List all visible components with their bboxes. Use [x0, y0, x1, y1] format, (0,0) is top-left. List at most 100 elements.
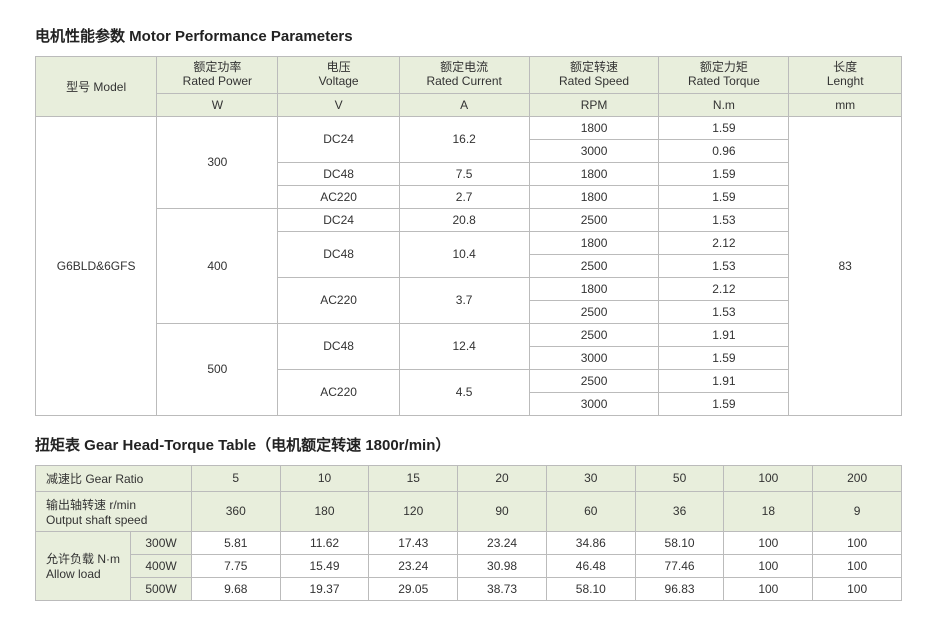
cell: 1.59 [659, 346, 789, 369]
cell: AC220 [278, 369, 399, 415]
model-cell: G6BLD&6GFS [36, 116, 157, 415]
allow-label: 允许负载 N·m Allow load [36, 531, 131, 600]
cell: 15.49 [280, 554, 369, 577]
hdr-torque-en: Rated Torque [665, 75, 782, 89]
cell: 7.75 [191, 554, 280, 577]
cell: DC24 [278, 116, 399, 162]
cell: 58.10 [635, 531, 724, 554]
hdr-model: 型号 Model [36, 57, 157, 117]
cell: AC220 [278, 185, 399, 208]
cell: 2.12 [659, 277, 789, 300]
cell: 200 [813, 465, 902, 491]
cell: 100 [813, 577, 902, 600]
cell: 20 [458, 465, 547, 491]
section1-title: 电机性能参数 Motor Performance Parameters [35, 25, 902, 46]
hdr-speed: 额定转速 Rated Speed [529, 57, 659, 94]
cell: 34.86 [546, 531, 635, 554]
cell: 1800 [529, 277, 659, 300]
cell: 100 [813, 531, 902, 554]
cell: 9 [813, 491, 902, 531]
cell: 15 [369, 465, 458, 491]
hdr-current-cn: 额定电流 [406, 61, 523, 75]
cell: 2.7 [399, 185, 529, 208]
hdr-voltage-en: Voltage [284, 75, 392, 89]
cell: 100 [813, 554, 902, 577]
hdr-torque: 额定力矩 Rated Torque [659, 57, 789, 94]
cell: 300W [131, 531, 192, 554]
section2-title: 扭矩表 Gear Head-Torque Table（电机额定转速 1800r/… [35, 434, 902, 455]
cell: 17.43 [369, 531, 458, 554]
cell: 18 [724, 491, 813, 531]
hdr-voltage: 电压 Voltage [278, 57, 399, 94]
cell: 4.5 [399, 369, 529, 415]
torque-table: 减速比 Gear Ratio 5 10 15 20 30 50 100 200 … [35, 465, 902, 601]
cell: 5.81 [191, 531, 280, 554]
cell: 10.4 [399, 231, 529, 277]
cell: 2500 [529, 300, 659, 323]
cell: 12.4 [399, 323, 529, 369]
allow-cn: 允许负载 N·m [46, 550, 124, 567]
cell: 3000 [529, 139, 659, 162]
cell: 5 [191, 465, 280, 491]
ratio-label: 减速比 Gear Ratio [36, 465, 192, 491]
cell: 1800 [529, 162, 659, 185]
hdr-length: 长度 Lenght [789, 57, 902, 94]
hdr-speed-cn: 额定转速 [536, 61, 653, 75]
cell: 60 [546, 491, 635, 531]
cell: 2500 [529, 369, 659, 392]
hdr-voltage-cn: 电压 [284, 61, 392, 75]
table-row: 允许负载 N·m Allow load 300W 5.81 11.62 17.4… [36, 531, 902, 554]
table-row: 减速比 Gear Ratio 5 10 15 20 30 50 100 200 [36, 465, 902, 491]
cell: 400W [131, 554, 192, 577]
cell: 100 [724, 465, 813, 491]
cell: 19.37 [280, 577, 369, 600]
hdr-speed-en: Rated Speed [536, 75, 653, 89]
hdr-power-cn: 额定功率 [163, 61, 271, 75]
cell: 46.48 [546, 554, 635, 577]
cell: 1.53 [659, 300, 789, 323]
cell: 23.24 [458, 531, 547, 554]
table-row: G6BLD&6GFS 300 DC24 16.2 1800 1.59 83 [36, 116, 902, 139]
output-label: 输出轴转速 r/min Output shaft speed [36, 491, 192, 531]
cell: 1.91 [659, 323, 789, 346]
hdr-power: 额定功率 Rated Power [157, 57, 278, 94]
cell: 1.91 [659, 369, 789, 392]
cell: DC48 [278, 323, 399, 369]
allow-en: Allow load [46, 567, 124, 581]
cell: 2500 [529, 254, 659, 277]
cell: 9.68 [191, 577, 280, 600]
table-row: 500 DC48 12.4 2500 1.91 [36, 323, 902, 346]
cell: 100 [724, 531, 813, 554]
cell: 50 [635, 465, 724, 491]
cell: 1.53 [659, 208, 789, 231]
cell: 120 [369, 491, 458, 531]
table-row: 输出轴转速 r/min Output shaft speed 360 180 1… [36, 491, 902, 531]
hdr-torque-cn: 额定力矩 [665, 61, 782, 75]
cell: 2.12 [659, 231, 789, 254]
cell: 1800 [529, 116, 659, 139]
cell: 90 [458, 491, 547, 531]
hdr-length-cn: 长度 [795, 61, 895, 75]
cell: DC48 [278, 231, 399, 277]
cell: 360 [191, 491, 280, 531]
cell: 1800 [529, 231, 659, 254]
cell: 30 [546, 465, 635, 491]
cell: 30.98 [458, 554, 547, 577]
cell: DC48 [278, 162, 399, 185]
cell: 10 [280, 465, 369, 491]
power-400: 400 [157, 208, 278, 323]
cell: 1.59 [659, 116, 789, 139]
cell: 2500 [529, 208, 659, 231]
unit-voltage: V [278, 93, 399, 116]
cell: 96.83 [635, 577, 724, 600]
length-cell: 83 [789, 116, 902, 415]
cell: 7.5 [399, 162, 529, 185]
cell: 180 [280, 491, 369, 531]
cell: 58.10 [546, 577, 635, 600]
cell: 1.53 [659, 254, 789, 277]
cell: 2500 [529, 323, 659, 346]
power-500: 500 [157, 323, 278, 415]
cell: AC220 [278, 277, 399, 323]
motor-perf-table: 型号 Model 额定功率 Rated Power 电压 Voltage 额定电… [35, 56, 902, 416]
table-row: 400 DC24 20.8 2500 1.53 [36, 208, 902, 231]
